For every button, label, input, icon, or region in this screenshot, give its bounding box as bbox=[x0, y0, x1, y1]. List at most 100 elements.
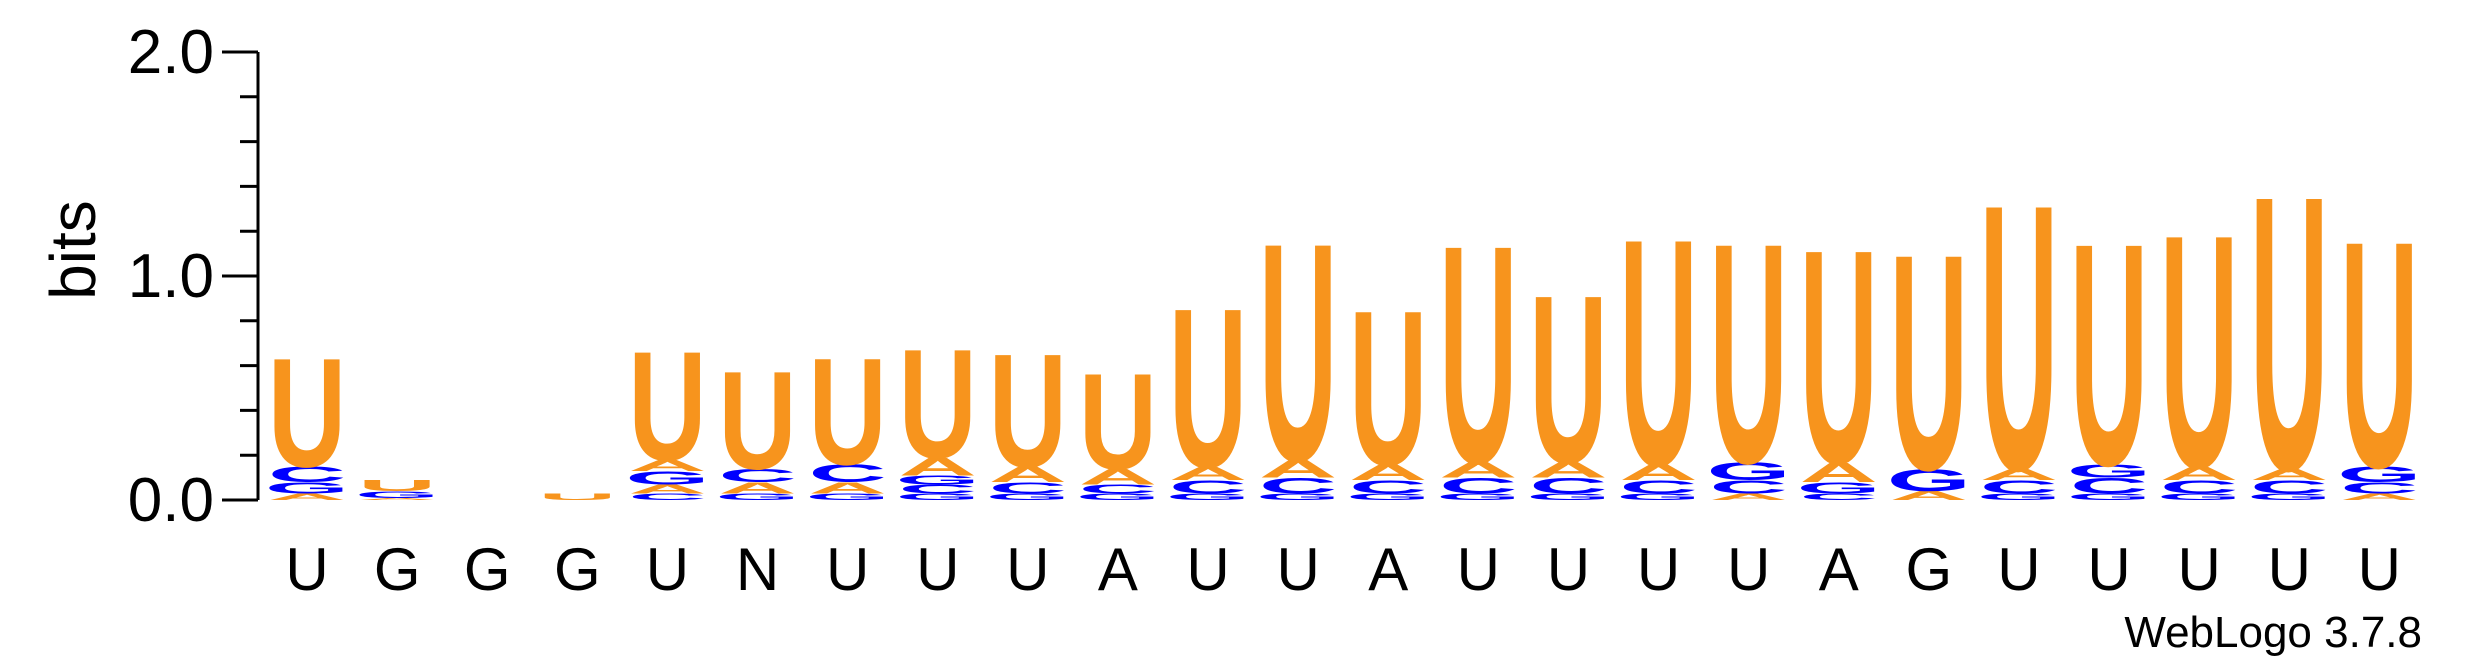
logo-letter-c: C bbox=[1619, 477, 1697, 498]
logo-letter-g: G bbox=[1797, 479, 1881, 496]
logo-letter-a: A bbox=[1169, 463, 1247, 484]
logo-letter-g: G bbox=[265, 479, 349, 496]
logo-letter-g: G bbox=[1436, 492, 1520, 502]
logo-letter-a: A bbox=[1439, 458, 1517, 483]
logo-letter-g: G bbox=[1887, 463, 1971, 498]
logo-letter-a: A bbox=[718, 479, 796, 496]
position-label: U bbox=[1727, 536, 1770, 603]
logo-letter-g: G bbox=[986, 492, 1070, 502]
logo-letter-a: A bbox=[809, 479, 887, 496]
logo-letter-a: A bbox=[268, 492, 346, 502]
logo-letter-g: G bbox=[1166, 492, 1250, 502]
position-label: A bbox=[1098, 536, 1138, 603]
logo-letter-u: U bbox=[2160, 167, 2238, 538]
logo-letter-a: A bbox=[899, 453, 977, 481]
logo-letter-u: U bbox=[358, 477, 436, 494]
logo-letter-g: G bbox=[625, 468, 709, 489]
position-label: U bbox=[2087, 536, 2130, 603]
logo-letter-g: G bbox=[2067, 461, 2151, 482]
logo-letter-g: G bbox=[896, 492, 980, 502]
logo-letter-u: U bbox=[1439, 181, 1517, 528]
logo-letter-u: U bbox=[1259, 179, 1337, 526]
logo-letter-c: C bbox=[1710, 477, 1788, 498]
logo-letter-u: U bbox=[268, 327, 346, 500]
position-label: U bbox=[826, 536, 869, 603]
logo-letter-c: C bbox=[628, 492, 706, 502]
position-label: U bbox=[1547, 536, 1590, 603]
logo-letter-c: C bbox=[718, 466, 796, 487]
logo-letter-c: C bbox=[2160, 477, 2238, 498]
position-label: A bbox=[1368, 536, 1408, 603]
logo-letter-c: C bbox=[1079, 482, 1157, 496]
logo-letter-a: A bbox=[1349, 460, 1427, 485]
y-axis-title: bits bbox=[37, 200, 109, 300]
logo-letter-g: G bbox=[1346, 492, 1430, 502]
logo-letter-c: C bbox=[1259, 473, 1337, 498]
logo-letter-a: A bbox=[2160, 463, 2238, 484]
logo-letter-u: U bbox=[1619, 173, 1697, 534]
logo-letter-g: G bbox=[715, 492, 799, 502]
position-label: U bbox=[1276, 536, 1319, 603]
logo-letter-c: C bbox=[1980, 477, 2058, 498]
logo-letter-a: A bbox=[1529, 458, 1607, 483]
position-label: G bbox=[374, 536, 421, 603]
logo-letter-c: C bbox=[2250, 477, 2328, 498]
logo-letter-c: C bbox=[989, 479, 1067, 496]
logo-letter-a: A bbox=[1890, 489, 1968, 503]
logo-letter-c: C bbox=[1169, 477, 1247, 498]
logo-letter-g: G bbox=[355, 489, 439, 499]
position-label: U bbox=[1637, 536, 1680, 603]
logo-letter-u: U bbox=[1710, 177, 1788, 529]
logo-letter-c: C bbox=[1349, 477, 1427, 498]
y-tick-label: 2.0 bbox=[128, 18, 214, 87]
logo-letter-u: U bbox=[2340, 175, 2418, 536]
logo-letter-g: G bbox=[2067, 492, 2151, 502]
position-label: G bbox=[554, 536, 601, 603]
logo-letter-a: A bbox=[1980, 466, 2058, 483]
logo-letter-u: U bbox=[2070, 178, 2148, 533]
logo-letter-u: U bbox=[1169, 261, 1247, 515]
logo-letter-g: G bbox=[896, 473, 980, 487]
logo-letter-a: A bbox=[628, 457, 706, 474]
logo-letter-a: A bbox=[1619, 460, 1697, 485]
position-label: U bbox=[2268, 536, 2311, 603]
logo-letter-g: G bbox=[1977, 492, 2061, 502]
position-label: U bbox=[2358, 536, 2401, 603]
logo-letter-u: U bbox=[1529, 247, 1607, 514]
logo-letter-c: C bbox=[809, 460, 887, 488]
logo-letter-a: A bbox=[1259, 455, 1337, 483]
position-label: A bbox=[1819, 536, 1859, 603]
weblogo-credit: WebLogo 3.7.8 bbox=[2124, 608, 2422, 657]
logo-letter-c: C bbox=[1439, 473, 1517, 498]
logo-letter-u: U bbox=[809, 327, 887, 498]
logo-letter-c: C bbox=[1529, 473, 1607, 498]
logo-letter-g: G bbox=[1707, 457, 1791, 485]
logo-letter-a: A bbox=[628, 482, 706, 496]
position-label: U bbox=[1457, 536, 1500, 603]
logo-letter-c: C bbox=[268, 462, 346, 487]
logo-letter-u: U bbox=[899, 318, 977, 491]
logo-letter-c: C bbox=[2340, 479, 2418, 496]
position-label: U bbox=[646, 536, 689, 603]
logo-letter-g: G bbox=[1256, 492, 1340, 502]
logo-letter-c: C bbox=[899, 482, 977, 496]
logo-letter-u: U bbox=[538, 492, 616, 502]
logo-letter-a: A bbox=[1079, 465, 1157, 490]
logo-letter-g: G bbox=[806, 492, 890, 502]
logo-letter-g: G bbox=[2157, 492, 2241, 502]
logo-letter-g: G bbox=[1526, 492, 1610, 502]
logo-letter-u: U bbox=[1349, 265, 1427, 511]
position-label: U bbox=[2177, 536, 2220, 603]
logo-letter-u: U bbox=[628, 320, 706, 493]
y-axis: 0.0 1.0 2.0 bbox=[128, 18, 260, 535]
position-label: U bbox=[1006, 536, 1049, 603]
position-label: G bbox=[464, 536, 511, 603]
logo-letter-a: A bbox=[1710, 492, 1788, 502]
y-tick-label: 1.0 bbox=[128, 242, 214, 311]
position-label: N bbox=[736, 536, 779, 603]
logo-letter-u: U bbox=[989, 321, 1067, 502]
logo-letter-g: G bbox=[2337, 462, 2421, 487]
logo-letter-a: A bbox=[989, 462, 1067, 487]
